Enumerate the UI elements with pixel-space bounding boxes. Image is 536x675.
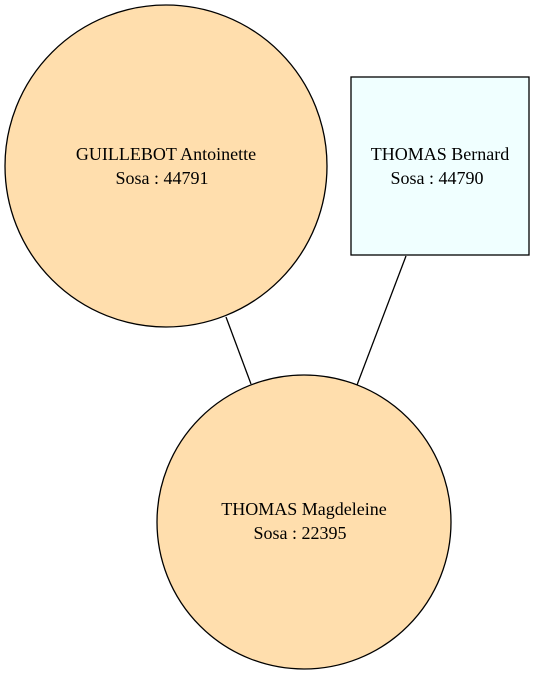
node-child[interactable]: THOMAS Magdeleine Sosa : 22395 <box>156 374 452 670</box>
node-child-sosa: Sosa : 22395 <box>253 523 346 543</box>
node-mother-shape <box>4 4 328 328</box>
edge-mother-child <box>225 316 252 385</box>
node-mother[interactable]: GUILLEBOT Antoinette Sosa : 44791 <box>4 4 328 328</box>
node-mother-name: GUILLEBOT Antoinette <box>76 144 256 164</box>
node-father-shape <box>350 76 530 256</box>
node-child-name: THOMAS Magdeleine <box>221 499 386 519</box>
edge-father-child <box>356 255 407 386</box>
node-child-shape <box>156 374 452 670</box>
node-mother-sosa: Sosa : 44791 <box>115 168 208 188</box>
node-father[interactable]: THOMAS Bernard Sosa : 44790 <box>350 76 530 256</box>
node-father-name: THOMAS Bernard <box>371 144 509 164</box>
node-father-sosa: Sosa : 44790 <box>390 168 483 188</box>
